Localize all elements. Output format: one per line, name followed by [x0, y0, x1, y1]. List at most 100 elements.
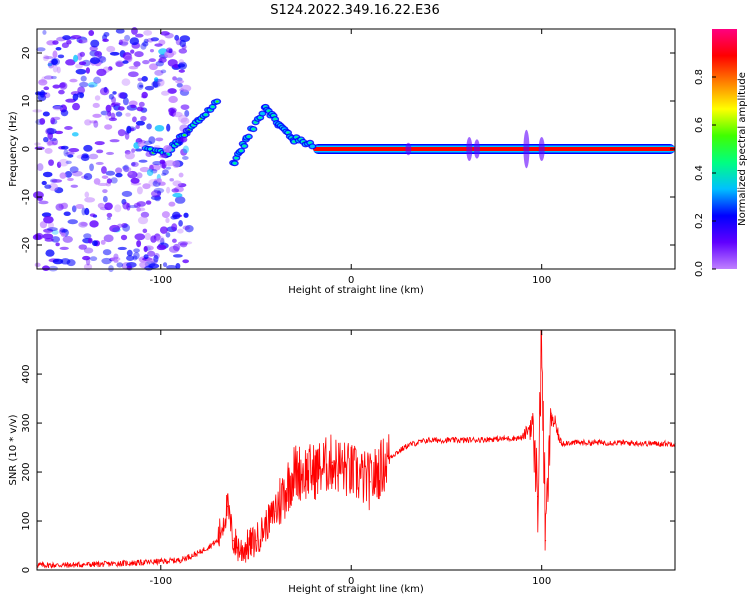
spectrogram-noise-blob	[93, 178, 101, 185]
spectrogram-noise-blob	[94, 95, 101, 101]
spectrogram-noise-blob	[104, 124, 113, 130]
snr-point	[579, 442, 581, 444]
spectrogram-noise-blob	[172, 192, 183, 198]
spectrogram-noise-blob	[84, 191, 90, 198]
spectrogram-noise-blob	[101, 175, 109, 179]
spectrogram-noise-blob	[62, 235, 73, 243]
spectrogram-noise-blob	[145, 200, 152, 205]
colorbar-ticks: 0.0 0.2 0.4 0.6 0.8	[694, 69, 716, 277]
spectrogram-noise-blob	[43, 215, 54, 224]
spectrogram-noise-blob	[88, 153, 99, 160]
spectrogram-noise-blob	[177, 228, 184, 234]
spectrogram-noise-blob	[143, 245, 148, 253]
spectrogram-noise-blob	[169, 178, 175, 182]
spectrogram-noise-blob	[83, 247, 94, 254]
spectrogram-noise-blob	[151, 80, 161, 88]
spectrogram-noise-blob	[129, 37, 140, 46]
spectrogram-noise-blob	[121, 78, 131, 86]
spectrogram-noise-blob	[172, 211, 181, 220]
spectrogram-noise-blob	[122, 60, 129, 64]
snr-point	[426, 439, 429, 441]
spectrogram-noise-blob	[46, 128, 57, 135]
spectrogram-noise-blob	[69, 166, 79, 174]
snr-ytick-label: 400	[21, 365, 32, 384]
spectrogram-noise-blob	[42, 30, 47, 35]
spectrogram-noise-blob	[96, 149, 104, 154]
spectrogram-noise-blob	[127, 171, 133, 176]
spectrogram-noise-blob	[150, 190, 162, 198]
spectrogram-noise-blob	[153, 144, 161, 149]
snr-xlabel: Height of straight line (km)	[288, 584, 424, 595]
spectrogram-noise-blob	[128, 204, 139, 209]
snr-point	[531, 422, 533, 424]
snr-ylabel: SNR (10 * v/v)	[8, 414, 19, 485]
spectrogram-noise-blob	[96, 68, 107, 77]
trace-blob-core	[286, 131, 290, 134]
trace-blob-core	[254, 121, 258, 124]
spectrogram-noise-blob	[120, 234, 128, 241]
snr-point	[560, 442, 562, 444]
spectrogram-noise-blob	[109, 224, 121, 233]
spectrogram-noise-blob	[182, 241, 193, 245]
spectrogram-noise-blob	[186, 129, 191, 137]
spectrogram-noise-blob	[112, 91, 117, 95]
spectrogram-noise-blob	[90, 39, 100, 48]
figure-title: S124.2022.349.16.22.E36	[270, 3, 439, 18]
spectrogram-noise-blob	[67, 219, 78, 225]
snr-point	[464, 439, 467, 441]
spectrogram-noise-blob	[127, 170, 138, 179]
spectrogram-noise-blob	[182, 259, 189, 264]
spectrogram-noise-blob	[136, 240, 142, 248]
snr-point	[64, 564, 67, 566]
spectrogram-noise-blob	[79, 51, 86, 57]
spectrogram-noise-blob	[89, 256, 98, 262]
spectrogram-noise-blob	[132, 116, 137, 123]
spectrogram-noise-blob	[102, 249, 112, 256]
spectrogram-noise-blob	[75, 203, 85, 209]
spectrogram-xtick-label: 0	[348, 275, 354, 286]
spectrogram-noise-blob	[94, 141, 105, 146]
spectrogram-noise-blob	[111, 102, 121, 106]
spectrogram-noise-blob	[100, 239, 106, 245]
snr-point	[331, 461, 333, 463]
snr-point	[617, 442, 619, 444]
spectrogram-noise-blob	[38, 79, 48, 86]
spectrogram-xtick-label: -100	[149, 275, 172, 286]
spectrogram-noise-blob	[78, 39, 83, 44]
spectrogram-noise-blob	[71, 170, 83, 177]
spectrogram-noise-blob	[117, 246, 127, 251]
spectrogram-noise-blob	[144, 85, 155, 91]
spectrogram-noise-blob	[106, 212, 113, 218]
trace-blob-core	[211, 105, 214, 108]
spectrogram-noise-blob	[52, 50, 58, 59]
snr-point	[522, 437, 524, 439]
spectrogram-noise-blob	[61, 42, 69, 49]
spectrogram-noise-blob	[171, 188, 180, 193]
spectrogram-noise-blob	[59, 229, 68, 233]
spectrogram-noise-blob	[172, 180, 182, 187]
spectrogram-noise-blob	[164, 160, 176, 167]
spectrogram-noise-blob	[103, 234, 114, 243]
spectrogram-noise-blob	[128, 65, 139, 70]
snr-ticks: -100 0 100 0 100 200 300 400	[21, 330, 675, 587]
spectrogram-noise-blob	[72, 93, 79, 101]
spectrogram-noise-blob	[115, 172, 123, 178]
snr-point	[407, 444, 409, 446]
spectrogram-noise-blob	[142, 59, 150, 65]
snr-plot-area	[36, 329, 676, 569]
spectrogram-noise-blob	[38, 79, 47, 84]
trace-blob-core	[247, 135, 251, 138]
spectrogram-noise-blob	[173, 111, 183, 118]
spectrogram-noise-blob	[78, 221, 88, 228]
spectrogram-noise-blob	[126, 255, 135, 262]
spectrogram-noise-blob	[174, 196, 186, 204]
colorbar-label: Normalized spectral amplitude	[737, 72, 748, 226]
spectrogram-noise-blob	[114, 204, 122, 213]
snr-point	[141, 562, 143, 564]
snr-point	[369, 481, 371, 483]
spectrogram-noise-blob	[155, 60, 164, 67]
spectrogram-noise-blob	[139, 166, 150, 173]
spectrogram-plot-area	[32, 27, 675, 273]
snr-point	[240, 549, 242, 552]
